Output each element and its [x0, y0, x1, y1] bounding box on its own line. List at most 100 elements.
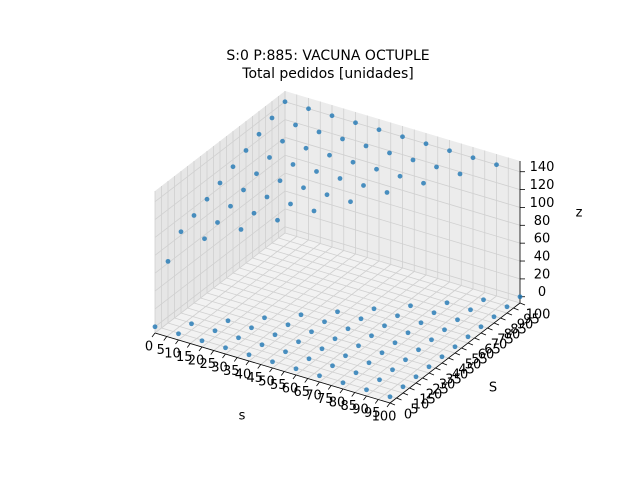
point — [392, 340, 398, 346]
point — [236, 335, 241, 341]
grid-line — [252, 257, 488, 329]
point — [316, 129, 322, 135]
point — [361, 183, 366, 188]
point — [309, 329, 314, 335]
grid-line — [167, 322, 404, 394]
grid-line — [284, 154, 521, 226]
y-tick — [506, 312, 513, 316]
point — [217, 180, 223, 186]
point — [303, 145, 309, 151]
x-tick — [269, 367, 273, 373]
y-tick — [389, 402, 396, 406]
y-tick-label: 60 — [478, 348, 495, 363]
point — [481, 297, 486, 303]
grid-line — [154, 101, 286, 203]
point — [504, 304, 510, 310]
point — [418, 320, 424, 326]
x-tick — [233, 357, 238, 362]
grid-line — [206, 292, 443, 364]
grid — [151, 91, 526, 408]
point — [189, 321, 194, 327]
x-tick — [386, 402, 391, 408]
point — [343, 353, 348, 359]
point — [267, 155, 272, 160]
point — [298, 312, 304, 318]
point — [395, 313, 400, 319]
y-tick-label: 30 — [439, 378, 456, 393]
x-tick-label: 60 — [282, 382, 299, 397]
y-tick-label: 75 — [497, 333, 514, 348]
point — [374, 166, 379, 172]
x-tick-label: 35 — [223, 364, 240, 379]
point — [455, 317, 460, 323]
y-tick-label: 65 — [484, 343, 501, 358]
point — [491, 314, 497, 320]
y-tick — [500, 317, 506, 321]
grid-line — [284, 190, 521, 262]
y-tick-label: 95 — [523, 313, 540, 328]
x-tick-label: 40 — [235, 368, 252, 383]
point — [426, 364, 432, 370]
point — [400, 384, 406, 390]
y-tick — [487, 327, 493, 331]
point — [322, 319, 327, 325]
point — [259, 342, 265, 348]
grid-line — [154, 190, 286, 292]
point — [215, 220, 220, 225]
point — [238, 227, 244, 232]
y-tick-label: 25 — [432, 383, 449, 398]
point — [429, 337, 434, 343]
grid-line — [245, 262, 482, 334]
grid-line — [193, 302, 430, 374]
x-tick-label: 0 — [145, 340, 153, 355]
point — [176, 331, 181, 337]
grid-line — [284, 226, 521, 298]
point — [413, 374, 419, 380]
point — [470, 155, 476, 161]
point — [254, 171, 259, 177]
point — [269, 115, 275, 121]
x-tick — [304, 378, 309, 383]
x-tick-label: 10 — [164, 347, 181, 362]
grid-line — [200, 297, 436, 369]
point — [202, 236, 207, 242]
point — [397, 173, 403, 179]
x-tick — [316, 381, 320, 387]
y-tick — [428, 372, 435, 376]
x-tick — [175, 339, 179, 345]
y-tick-label: 15 — [419, 393, 436, 408]
point — [293, 122, 298, 128]
point — [377, 377, 382, 383]
point — [330, 363, 335, 369]
point — [369, 333, 374, 339]
point — [223, 345, 228, 351]
x-tick — [327, 385, 332, 390]
point — [282, 99, 288, 105]
grid-line — [226, 277, 462, 349]
grid-line — [213, 287, 449, 359]
point — [348, 199, 353, 205]
point — [423, 141, 429, 147]
point — [225, 318, 231, 324]
grid-line — [278, 237, 514, 309]
y-tick-label: 85 — [510, 323, 527, 338]
x-tick — [210, 350, 215, 355]
point — [152, 324, 158, 330]
grid-line — [154, 226, 286, 328]
point — [390, 367, 395, 373]
z-tick-label: 40 — [534, 250, 551, 265]
grid-line — [180, 312, 417, 384]
grid-line — [284, 208, 521, 280]
y-tick — [513, 307, 519, 311]
grid-line — [284, 232, 521, 304]
chart-title: S:0 P:885: VACUNA OCTUPLE — [226, 48, 429, 64]
point — [270, 359, 275, 365]
point — [275, 217, 280, 223]
point — [517, 294, 523, 300]
grid-line — [239, 267, 475, 339]
grid-line — [284, 119, 521, 190]
y-tick-label: 50 — [465, 358, 482, 373]
point — [314, 169, 319, 174]
point — [246, 352, 252, 358]
y-tick — [467, 342, 474, 346]
